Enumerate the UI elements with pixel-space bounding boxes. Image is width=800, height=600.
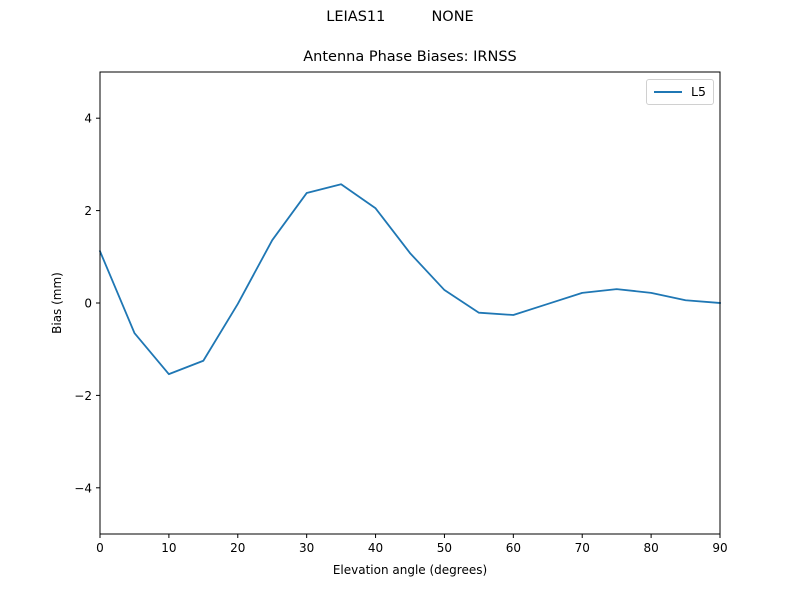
- legend-label-l5: L5: [691, 84, 706, 99]
- x-tick-label: 60: [506, 541, 521, 555]
- y-axis-label: Bias (mm): [50, 272, 64, 334]
- series-layer: [98, 183, 721, 376]
- figure-suptitle: LEIAS11 NONE: [326, 9, 474, 25]
- plot-area-frame: [99, 71, 721, 535]
- x-tick-label: 30: [299, 541, 314, 555]
- y-tick-label: −2: [74, 389, 92, 403]
- chart-title: Antenna Phase Biases: IRNSS: [303, 49, 517, 65]
- y-tick-label: −4: [74, 481, 92, 495]
- x-axis-label: Elevation angle (degrees): [333, 563, 487, 577]
- y-axis-ticks: 4 2 0 −2 −4: [74, 112, 100, 495]
- x-tick-label: 40: [368, 541, 383, 555]
- x-tick-label: 90: [712, 541, 727, 555]
- x-axis-ticks: 0 10 20 30 40 50 60 70 80 90: [96, 534, 728, 555]
- x-tick-label: 50: [437, 541, 452, 555]
- x-tick-label: 70: [575, 541, 590, 555]
- legend: L5: [646, 79, 714, 105]
- y-tick-label: 2: [84, 204, 92, 218]
- x-tick-label: 0: [96, 541, 104, 555]
- x-tick-label: 10: [161, 541, 176, 555]
- y-tick-label: 0: [84, 297, 92, 311]
- legend-line-swatch-l5: [654, 91, 682, 93]
- y-tick-label: 4: [84, 112, 92, 126]
- x-tick-label: 80: [643, 541, 658, 555]
- x-tick-label: 20: [230, 541, 245, 555]
- series-line-l5: [98, 183, 721, 376]
